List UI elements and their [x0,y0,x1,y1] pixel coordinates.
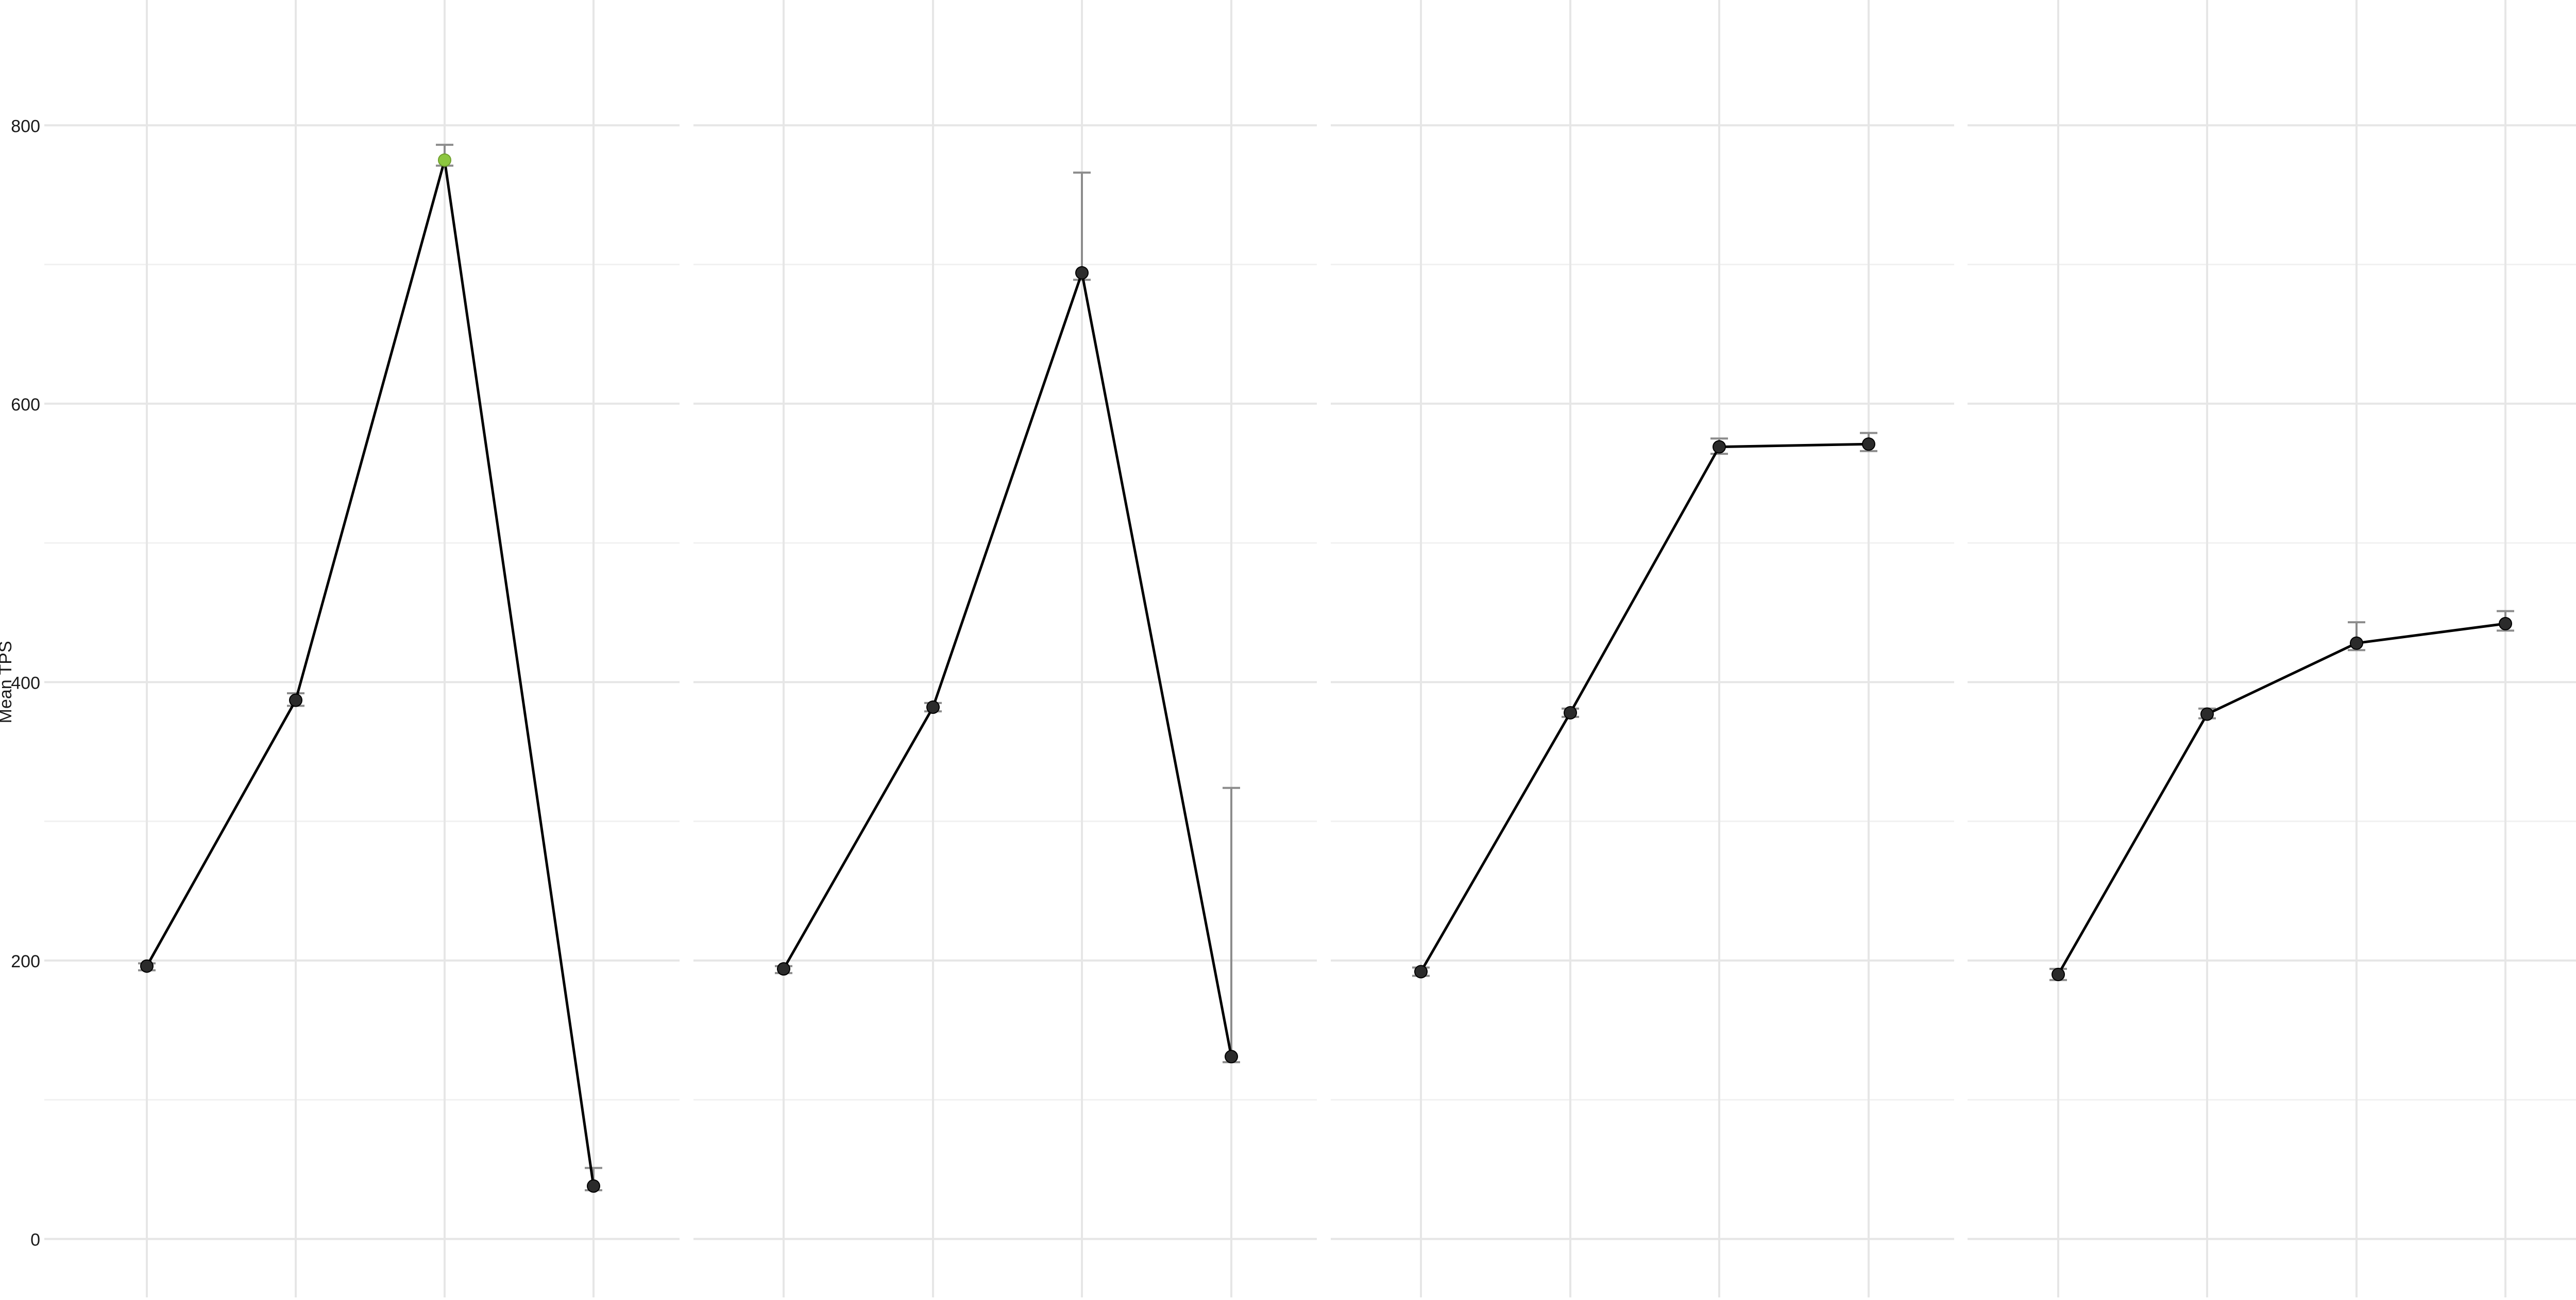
data-point [1862,437,1875,451]
data-point [777,962,790,976]
data-point [140,959,154,973]
data-point [2052,967,2065,981]
series-line [2057,622,2506,976]
y-tick-label: 800 [11,116,40,136]
grid-layer [44,0,2576,1297]
series-line [1419,442,1869,972]
y-axis-label: Mean TPS [0,641,15,723]
data-point [587,1179,600,1193]
data-point [1414,965,1428,979]
y-tick-label: 0 [30,1230,40,1250]
data-layer [138,144,2514,1193]
y-tick-label: 600 [11,395,40,415]
data-point [1564,706,1577,720]
data-point [289,693,302,707]
data-point [2350,636,2363,650]
data-point-highlight [438,153,451,167]
data-point [926,700,940,714]
data-point [1225,1050,1238,1064]
data-point [1075,266,1089,280]
y-tick-label: 400 [11,673,40,693]
y-tick-label: 200 [11,952,40,971]
series-line [782,271,1233,1057]
series-line [145,159,595,1187]
data-point [1713,440,1726,454]
axis-layer: Mean TPS 0 200 400 600 800 [0,116,40,1250]
data-point [2499,617,2512,630]
data-point [2200,707,2214,721]
